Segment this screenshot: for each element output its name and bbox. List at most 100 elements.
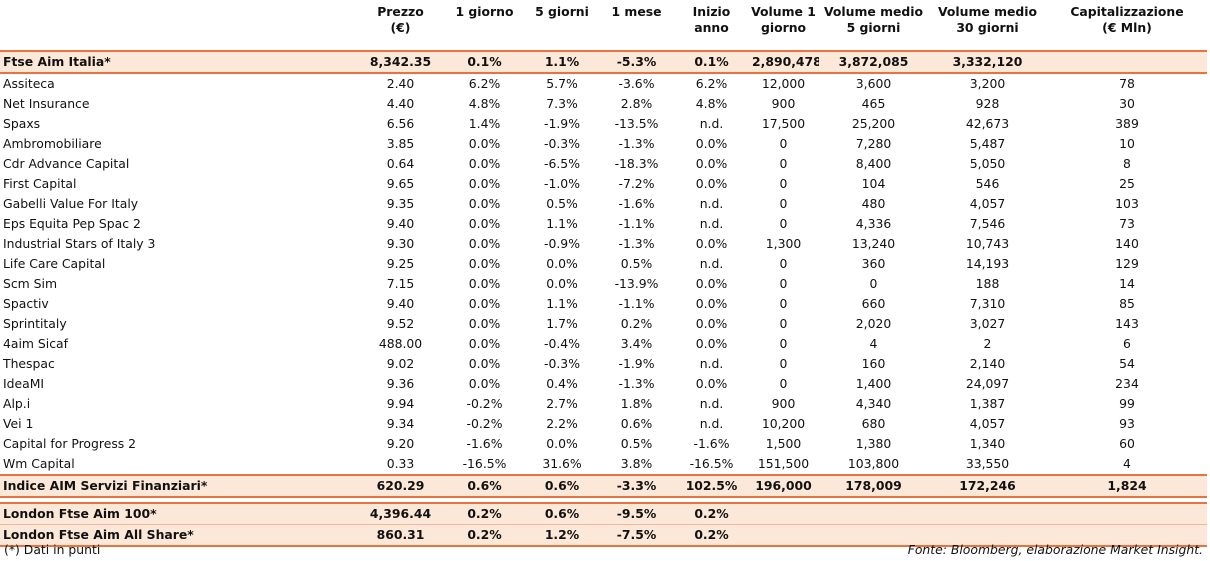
- row-value: 0.2%: [620, 316, 653, 331]
- row-value: 1,400: [855, 376, 892, 391]
- header-cell: Volume 1 giorno: [748, 0, 819, 51]
- table-header: Prezzo (€) 1 giorno 5 giorni 1 mese Inizio a…: [0, 0, 1207, 51]
- row-value: -1.3%: [618, 136, 655, 151]
- row-value: 0.2%: [443, 524, 526, 547]
- row-value: -1.6%: [693, 436, 730, 451]
- row-value: 360: [861, 256, 886, 271]
- table-row: Net Insurance 4.40 4.8% 7.3% 2.8% 4.8% 900 465 9…: [0, 94, 1207, 114]
- row-value: -1.3%: [618, 376, 655, 391]
- row-value: 0.0%: [695, 176, 728, 191]
- row-value: 0.0%: [695, 236, 728, 251]
- row-value: 0: [779, 376, 788, 391]
- table-row: Assiteca 2.40 6.2% 5.7% -3.6% 6.2% 12,000 3,600…: [0, 73, 1207, 94]
- row-value: 0: [779, 156, 788, 171]
- row-value: 1,340: [969, 436, 1006, 451]
- row-value: -16.5%: [689, 456, 734, 471]
- row-value: 0.0%: [468, 356, 501, 371]
- table-row: Wm Capital 0.33 -16.5% 31.6% 3.8% -16.5% 151,5…: [0, 454, 1207, 475]
- row-label: Indice AIM Servizi Finanziari*: [0, 474, 358, 498]
- index-row-london-aim-100: London Ftse Aim 100* 4,396.44 0.2% 0.6% -9.5…: [0, 502, 1207, 525]
- row-value: 0: [869, 276, 878, 291]
- table-row: Thespac 9.02 0.0% -0.3% -1.9% n.d. 0 160 2,140 54: [0, 354, 1207, 374]
- row-value: 2.40: [386, 76, 415, 91]
- row-value: 7,280: [855, 136, 892, 151]
- row-value: [748, 524, 819, 547]
- row-value: 0.0%: [695, 276, 728, 291]
- header-cell: 1 mese: [598, 0, 675, 51]
- row-value: 78: [1119, 76, 1135, 91]
- row-value: 0.6%: [620, 416, 653, 431]
- row-value: 25,200: [851, 116, 896, 131]
- row-value: 9.30: [386, 236, 415, 251]
- row-value: 0.6%: [526, 474, 598, 498]
- row-value: 4,340: [855, 396, 892, 411]
- row-value: 5.7%: [546, 76, 578, 91]
- row-value: 9.36: [386, 376, 415, 391]
- row-value: -1.9%: [618, 356, 655, 371]
- row-value: 93: [1119, 416, 1135, 431]
- table-row: Gabelli Value For Italy 9.35 0.0% 0.5% -1.6%…: [0, 194, 1207, 214]
- row-value: 129: [1115, 256, 1139, 271]
- row-value: n.d.: [699, 216, 724, 231]
- row-value: 480: [861, 196, 886, 211]
- row-value: 73: [1119, 216, 1135, 231]
- row-value: -1.3%: [618, 236, 655, 251]
- row-value: 4.8%: [468, 96, 501, 111]
- row-value: 2: [983, 336, 992, 351]
- table-row: Industrial Stars of Italy 3 9.30 0.0% -0.9%…: [0, 234, 1207, 254]
- row-value: 0.0%: [468, 316, 501, 331]
- row-value: 3.85: [386, 136, 415, 151]
- row-value: 4: [869, 336, 878, 351]
- row-value: 143: [1115, 316, 1139, 331]
- row-value: [1047, 502, 1207, 525]
- row-value: 10,200: [761, 416, 806, 431]
- row-value: -3.6%: [618, 76, 655, 91]
- row-value: 6.2%: [468, 76, 501, 91]
- header-cell: Capitalizzazione (€ Mln): [1047, 0, 1207, 51]
- table-row: Capital for Progress 2 9.20 -1.6% 0.0% 0.5% -…: [0, 434, 1207, 454]
- row-value: 0: [779, 316, 788, 331]
- row-value: 140: [1115, 236, 1139, 251]
- row-value: 465: [861, 96, 886, 111]
- row-value: [928, 502, 1047, 525]
- row-value: 1.4%: [468, 116, 501, 131]
- row-value: 103: [1115, 196, 1139, 211]
- row-label: Ambromobiliare: [3, 136, 102, 151]
- market-data-table: Prezzo (€) 1 giorno 5 giorni 1 mese Inizio a…: [0, 0, 1207, 547]
- header-cell: 5 giorni: [526, 0, 598, 51]
- header-cell: Prezzo (€): [358, 0, 443, 51]
- row-value: 4,396.44: [358, 502, 443, 525]
- row-value: 4,336: [855, 216, 892, 231]
- header-row: Prezzo (€) 1 giorno 5 giorni 1 mese Inizio a…: [0, 0, 1207, 51]
- row-value: 9.34: [386, 416, 415, 431]
- row-label: First Capital: [3, 176, 77, 191]
- row-label: IdeaMI: [3, 376, 45, 391]
- row-value: 0.0%: [468, 216, 501, 231]
- row-value: 0.1%: [443, 51, 526, 74]
- row-value: 13,240: [851, 236, 896, 251]
- row-value: 0.33: [386, 456, 415, 471]
- row-value: 10: [1119, 136, 1135, 151]
- row-value: 620.29: [358, 474, 443, 498]
- row-value: -0.3%: [544, 136, 580, 151]
- row-label: Spaxs: [3, 116, 41, 131]
- row-value: 0.0%: [468, 296, 501, 311]
- row-value: -1.6%: [466, 436, 503, 451]
- row-value: 0.0%: [546, 256, 578, 271]
- row-value: n.d.: [699, 256, 724, 271]
- table-row: Vei 1 9.34 -0.2% 2.2% 0.6% n.d. 10,200 680 4,057…: [0, 414, 1207, 434]
- row-value: 0.1%: [675, 51, 748, 74]
- row-value: 0.0%: [468, 336, 501, 351]
- row-value: n.d.: [699, 356, 724, 371]
- row-value: 0.0%: [468, 376, 501, 391]
- row-value: 104: [861, 176, 886, 191]
- row-value: -7.5%: [598, 524, 675, 547]
- header-cell: Volume medio 30 giorni: [928, 0, 1047, 51]
- row-value: 0: [779, 196, 788, 211]
- row-value: 860.31: [358, 524, 443, 547]
- table-row: Eps Equita Pep Spac 2 9.40 0.0% 1.1% -1.1% n.…: [0, 214, 1207, 234]
- row-value: 3.8%: [620, 456, 653, 471]
- table-row: 4aim Sicaf 488.00 0.0% -0.4% 3.4% 0.0% 0 4 2 6: [0, 334, 1207, 354]
- source-credit: Fonte: Bloomberg, elaborazione Market In…: [907, 542, 1203, 557]
- row-value: -9.5%: [598, 502, 675, 525]
